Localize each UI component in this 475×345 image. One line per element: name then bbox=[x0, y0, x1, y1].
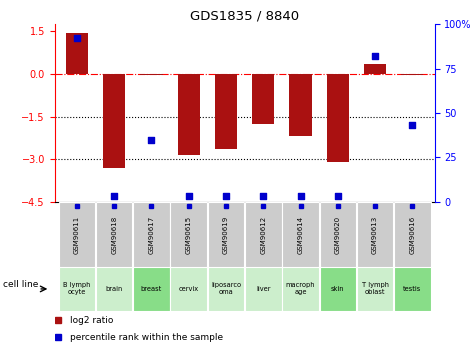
Bar bbox=[401, 74, 423, 75]
Bar bbox=[103, 74, 125, 168]
Bar bbox=[357, 202, 393, 267]
Text: skin: skin bbox=[331, 286, 344, 292]
Bar bbox=[59, 267, 95, 310]
Point bbox=[73, 36, 81, 41]
Bar bbox=[327, 74, 349, 162]
Bar bbox=[320, 202, 356, 267]
Text: percentile rank within the sample: percentile rank within the sample bbox=[70, 333, 223, 342]
Point bbox=[408, 123, 416, 128]
Point bbox=[297, 194, 304, 199]
Bar bbox=[178, 74, 200, 155]
Text: GSM90613: GSM90613 bbox=[372, 216, 378, 254]
Text: GSM90612: GSM90612 bbox=[260, 216, 266, 254]
Bar bbox=[320, 267, 356, 310]
Text: GSM90615: GSM90615 bbox=[186, 216, 192, 254]
Text: B lymph
ocyte: B lymph ocyte bbox=[63, 283, 91, 295]
Text: log2 ratio: log2 ratio bbox=[70, 316, 113, 325]
Bar bbox=[394, 267, 430, 310]
Bar bbox=[96, 267, 133, 310]
Point bbox=[259, 194, 267, 199]
Text: breast: breast bbox=[141, 286, 162, 292]
Bar bbox=[282, 202, 319, 267]
Bar bbox=[215, 74, 237, 149]
Title: GDS1835 / 8840: GDS1835 / 8840 bbox=[190, 10, 299, 23]
Bar bbox=[245, 202, 282, 267]
Bar bbox=[133, 202, 170, 267]
Bar bbox=[133, 267, 170, 310]
Point bbox=[334, 194, 342, 199]
Bar bbox=[96, 202, 133, 267]
Text: brain: brain bbox=[105, 286, 123, 292]
Text: GSM90611: GSM90611 bbox=[74, 216, 80, 254]
Bar bbox=[140, 74, 162, 75]
Text: GSM90618: GSM90618 bbox=[111, 216, 117, 254]
Bar bbox=[171, 267, 207, 310]
Text: T lymph
oblast: T lymph oblast bbox=[361, 283, 389, 295]
Text: liver: liver bbox=[256, 286, 270, 292]
Bar bbox=[252, 74, 275, 124]
Text: GSM90620: GSM90620 bbox=[335, 216, 341, 254]
Point bbox=[222, 194, 230, 199]
Text: GSM90616: GSM90616 bbox=[409, 216, 415, 254]
Text: cervix: cervix bbox=[179, 286, 199, 292]
Point bbox=[371, 53, 379, 59]
Text: GSM90614: GSM90614 bbox=[297, 216, 304, 254]
Text: GSM90617: GSM90617 bbox=[149, 216, 154, 254]
Text: liposarco
oma: liposarco oma bbox=[211, 283, 241, 295]
Text: macroph
age: macroph age bbox=[286, 283, 315, 295]
Bar bbox=[282, 267, 319, 310]
Bar bbox=[208, 202, 244, 267]
Text: testis: testis bbox=[403, 286, 421, 292]
Point bbox=[110, 194, 118, 199]
Bar bbox=[66, 33, 88, 74]
Bar bbox=[208, 267, 244, 310]
Bar bbox=[364, 64, 386, 74]
Bar bbox=[394, 202, 430, 267]
Bar bbox=[245, 267, 282, 310]
Point bbox=[185, 194, 192, 199]
Text: cell line: cell line bbox=[3, 280, 38, 289]
Point bbox=[148, 137, 155, 142]
Bar bbox=[59, 202, 95, 267]
Text: GSM90619: GSM90619 bbox=[223, 216, 229, 254]
Bar bbox=[357, 267, 393, 310]
Bar bbox=[171, 202, 207, 267]
Bar bbox=[289, 74, 312, 136]
